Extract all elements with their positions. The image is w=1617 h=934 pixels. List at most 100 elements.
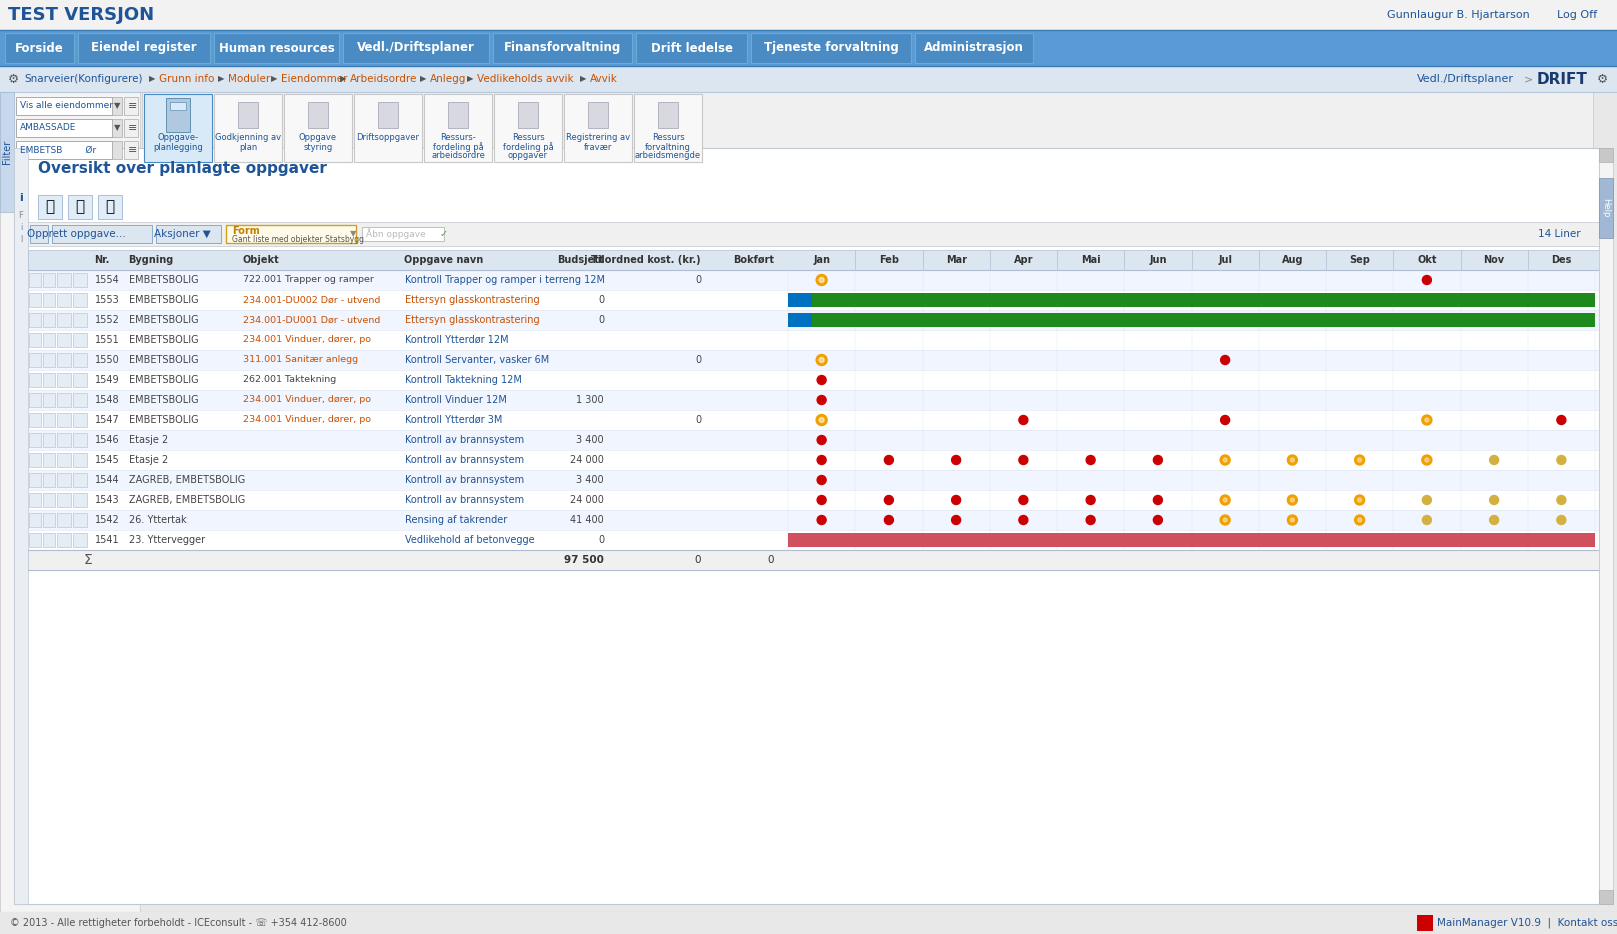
- Text: Registrering av: Registrering av: [566, 134, 631, 143]
- Text: 0: 0: [695, 275, 702, 285]
- Circle shape: [820, 358, 825, 362]
- Bar: [73, 353, 87, 367]
- Bar: [495, 94, 563, 162]
- Bar: [44, 273, 55, 287]
- Text: TEST VERSJON: TEST VERSJON: [8, 6, 154, 24]
- Text: Eiendel register: Eiendel register: [91, 41, 197, 54]
- Bar: [44, 313, 55, 327]
- Text: EMBETSBOLIG: EMBETSBOLIG: [129, 395, 199, 405]
- Bar: [0, 0, 1617, 30]
- Bar: [31, 225, 49, 243]
- Circle shape: [1358, 498, 1362, 502]
- Circle shape: [817, 456, 826, 464]
- Text: Budsjett: Budsjett: [558, 255, 605, 265]
- Bar: [27, 350, 1599, 370]
- Text: 234.001 Vinduer, dører, po: 234.001 Vinduer, dører, po: [243, 395, 370, 404]
- Bar: [354, 94, 422, 162]
- Circle shape: [1489, 456, 1499, 464]
- Text: 👤: 👤: [45, 200, 55, 215]
- Bar: [493, 33, 632, 63]
- Text: Kontroll Ytterdør 3M: Kontroll Ytterdør 3M: [404, 415, 503, 425]
- Text: Etasje 2: Etasje 2: [129, 455, 168, 465]
- Bar: [44, 413, 55, 427]
- Bar: [44, 293, 55, 307]
- Text: 0: 0: [598, 535, 605, 545]
- Text: EMBETSBOLIG: EMBETSBOLIG: [129, 335, 199, 345]
- Text: Vedlikehold af betonvegge: Vedlikehold af betonvegge: [404, 535, 535, 545]
- Text: ≡: ≡: [128, 145, 137, 155]
- Bar: [44, 393, 55, 407]
- Bar: [787, 313, 1594, 327]
- Text: EMBETSBOLIG: EMBETSBOLIG: [129, 315, 199, 325]
- Text: MainManager V10.9  |  Kontakt oss: MainManager V10.9 | Kontakt oss: [1438, 918, 1617, 928]
- Text: Tjeneste forvaltning: Tjeneste forvaltning: [763, 41, 899, 54]
- Text: Gunnlaugur B. Hjartarson: Gunnlaugur B. Hjartarson: [1387, 10, 1530, 20]
- Text: Vedlikeholds avvik: Vedlikeholds avvik: [477, 74, 572, 84]
- Text: ▶: ▶: [340, 75, 346, 83]
- Bar: [57, 453, 71, 467]
- Bar: [73, 273, 87, 287]
- Text: Kontroll av brannsystem: Kontroll av brannsystem: [404, 475, 524, 485]
- Text: 0: 0: [695, 355, 702, 365]
- Bar: [57, 393, 71, 407]
- Bar: [73, 513, 87, 527]
- Bar: [424, 94, 492, 162]
- Bar: [787, 293, 812, 307]
- Text: Bygning: Bygning: [128, 255, 173, 265]
- Text: Rensing af takrender: Rensing af takrender: [404, 515, 508, 525]
- Bar: [27, 490, 1599, 510]
- Bar: [0, 66, 1617, 92]
- Bar: [238, 102, 259, 128]
- Text: Kontroll Trapper og ramper i terreng 12M: Kontroll Trapper og ramper i terreng 12M: [404, 275, 605, 285]
- Text: 234.001-DU001 Dør - utvend: 234.001-DU001 Dør - utvend: [243, 316, 380, 324]
- Text: Aksjoner ▼: Aksjoner ▼: [154, 229, 210, 239]
- Text: EMBETSBOLIG: EMBETSBOLIG: [129, 355, 199, 365]
- Text: Ressurs: Ressurs: [511, 134, 545, 143]
- Bar: [29, 373, 40, 387]
- Circle shape: [817, 375, 826, 385]
- Text: Mai: Mai: [1080, 255, 1101, 265]
- Text: F: F: [18, 211, 23, 220]
- Bar: [44, 533, 55, 547]
- Bar: [226, 225, 356, 243]
- Text: 🔍: 🔍: [76, 200, 84, 215]
- Bar: [57, 473, 71, 487]
- Circle shape: [1557, 516, 1565, 525]
- Circle shape: [1019, 456, 1028, 464]
- Bar: [73, 413, 87, 427]
- Text: 1552: 1552: [95, 315, 120, 325]
- Text: 3 400: 3 400: [576, 435, 605, 445]
- Circle shape: [1019, 516, 1028, 525]
- Bar: [44, 493, 55, 507]
- Text: EMBETSBOLIG: EMBETSBOLIG: [129, 295, 199, 305]
- Text: 1544: 1544: [95, 475, 120, 485]
- Text: Filter: Filter: [2, 140, 11, 164]
- Bar: [167, 98, 191, 132]
- Bar: [27, 330, 1599, 350]
- Text: 1 300: 1 300: [576, 395, 605, 405]
- Circle shape: [1221, 515, 1231, 525]
- Circle shape: [1287, 515, 1297, 525]
- Bar: [39, 195, 61, 219]
- Bar: [29, 273, 40, 287]
- Text: ▼: ▼: [115, 102, 121, 110]
- Bar: [378, 102, 398, 128]
- Circle shape: [817, 475, 826, 485]
- Bar: [155, 225, 222, 243]
- Bar: [16, 141, 112, 159]
- Circle shape: [1425, 458, 1429, 462]
- Circle shape: [952, 496, 960, 504]
- Circle shape: [1153, 456, 1163, 464]
- Text: Form: Form: [231, 226, 260, 236]
- Text: 0: 0: [598, 315, 605, 325]
- Bar: [285, 94, 353, 162]
- Bar: [517, 102, 538, 128]
- Bar: [73, 433, 87, 447]
- Circle shape: [1355, 515, 1365, 525]
- Text: planlegging: planlegging: [154, 143, 202, 151]
- Bar: [29, 513, 40, 527]
- Bar: [29, 353, 40, 367]
- Circle shape: [1221, 356, 1229, 364]
- Text: 23. Yttervegger: 23. Yttervegger: [129, 535, 205, 545]
- Bar: [125, 119, 137, 137]
